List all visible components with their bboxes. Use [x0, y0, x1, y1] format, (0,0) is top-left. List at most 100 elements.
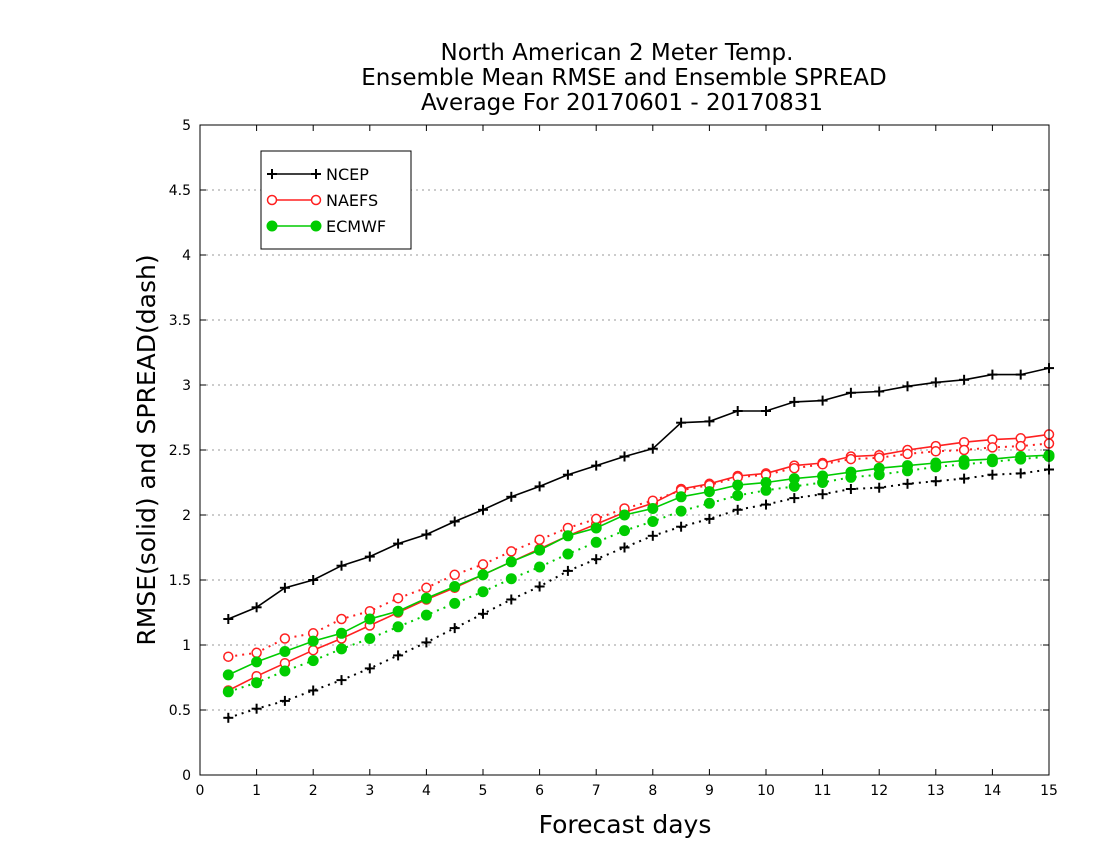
x-axis: 0 1 2 3 4 5 6 7 8 9 10 11 12 13 14 15 — [196, 125, 1058, 799]
naefs-spread-point-0 — [223, 651, 234, 662]
x-tick-label-9: 9 — [705, 783, 714, 799]
ncep-spread-point-2 — [279, 695, 290, 706]
ecmwf-spread-point-22 — [845, 471, 857, 483]
naefs-spread-point-1 — [251, 647, 262, 659]
series-ncep-spread — [223, 464, 1054, 723]
ncep-spread-point-19 — [761, 499, 771, 510]
y-tick-label-1: 0.5 — [169, 703, 191, 719]
ncep-spread-point-18 — [732, 504, 743, 515]
ecmwf-spread-point-11 — [534, 561, 546, 573]
legend-label-ncep: NCEP — [326, 165, 369, 184]
ecmwf-rmse-point-16 — [675, 491, 687, 503]
ecmwf-spread-point-5 — [364, 633, 376, 644]
naefs-spread-point-8 — [449, 569, 460, 581]
ncep-rmse-point-3 — [308, 575, 319, 585]
ecmwf-spread-point-28 — [1015, 453, 1027, 465]
series-ecmwf-spread — [222, 451, 1055, 698]
x-tick-label-10: 10 — [757, 783, 775, 799]
naefs-spread-point-4 — [336, 613, 347, 625]
ecmwf-spread-point-24 — [902, 465, 913, 477]
ecmwf-spread-point-20 — [788, 480, 800, 492]
ncep-spread-point-13 — [591, 554, 602, 565]
ecmwf-rmse-point-17 — [703, 486, 715, 498]
x-tick-label-11: 11 — [814, 783, 832, 799]
ecmwf-rmse-line — [227, 454, 1050, 676]
naefs-spread-point-26 — [958, 444, 970, 456]
ncep-rmse-point-8 — [449, 516, 460, 527]
ecmwf-spread-point-23 — [873, 469, 885, 481]
ncep-spread-point-0 — [223, 712, 234, 723]
ncep-spread-point-26 — [959, 473, 970, 484]
ecmwf-rmse-point-7 — [420, 592, 432, 604]
legend-marker-ncep-start — [267, 169, 277, 179]
naefs-spread-point-21 — [817, 459, 828, 470]
ncep-spread-point-22 — [845, 484, 856, 494]
ncep-spread-point-17 — [704, 513, 715, 524]
ecmwf-rmse-point-4 — [336, 627, 347, 639]
ncep-spread-point-14 — [619, 542, 630, 553]
ecmwf-spread-point-21 — [817, 477, 829, 488]
x-tick-label-6: 6 — [535, 783, 544, 799]
ecmwf-rmse-point-13 — [590, 522, 602, 534]
ecmwf-rmse-point-14 — [619, 509, 630, 521]
ecmwf-spread-point-16 — [675, 505, 687, 517]
ecmwf-spread-point-12 — [562, 548, 574, 560]
naefs-spread-point-27 — [987, 442, 998, 453]
ecmwf-spread-point-1 — [251, 677, 263, 689]
ncep-rmse-point-1 — [251, 602, 262, 613]
legend-item-naefs: NAEFS — [266, 191, 378, 210]
ncep-rmse-point-9 — [478, 504, 488, 515]
ecmwf-spread-point-13 — [590, 536, 602, 548]
ncep-rmse-point-15 — [647, 443, 658, 454]
naefs-spread-point-11 — [534, 534, 545, 545]
y-tick-label-7: 3.5 — [169, 313, 191, 329]
ecmwf-spread-point-26 — [958, 458, 970, 470]
legend-marker-ncep-end — [311, 169, 321, 179]
x-tick-label-2: 2 — [309, 783, 318, 799]
naefs-spread-point-22 — [845, 453, 857, 465]
x-tick-label-1: 1 — [252, 783, 261, 799]
ncep-spread-point-11 — [534, 581, 545, 592]
ecmwf-spread-point-9 — [477, 586, 489, 598]
ncep-rmse-point-0 — [223, 614, 234, 624]
ecmwf-rmse-point-0 — [222, 669, 234, 681]
ncep-spread-point-25 — [930, 476, 941, 487]
ncep-spread-point-10 — [506, 594, 517, 605]
x-tick-label-7: 7 — [592, 783, 601, 799]
x-tick-label-4: 4 — [422, 783, 431, 799]
ecmwf-spread-point-17 — [703, 497, 715, 509]
y-axis-label: RMSE(solid) and SPREAD(dash) — [132, 254, 161, 645]
x-tick-label-8: 8 — [648, 783, 657, 799]
y-tick-label-5: 2.5 — [169, 443, 191, 459]
naefs-rmse-point-3 — [307, 644, 319, 656]
ecmwf-rmse-point-6 — [392, 605, 404, 617]
ecmwf-spread-point-18 — [732, 490, 744, 501]
y-tick-label-2: 1 — [182, 638, 191, 654]
naefs-spread-point-23 — [873, 452, 885, 464]
ecmwf-rmse-point-2 — [279, 646, 291, 657]
legend-label-naefs: NAEFS — [326, 191, 378, 210]
ecmwf-rmse-point-9 — [477, 569, 489, 581]
series-naefs-rmse — [223, 429, 1055, 696]
ecmwf-spread-point-27 — [986, 456, 998, 468]
ncep-rmse-line — [227, 367, 1050, 620]
ecmwf-spread-point-25 — [930, 461, 942, 473]
legend: NCEP NAEFS ECMWF — [260, 150, 412, 250]
ncep-rmse-point-22 — [845, 387, 856, 398]
ecmwf-rmse-point-12 — [562, 530, 574, 542]
ncep-rmse-point-17 — [704, 416, 715, 427]
ecmwf-spread-point-14 — [619, 525, 630, 537]
ecmwf-spread-line — [227, 455, 1050, 693]
ncep-spread-point-16 — [676, 521, 687, 532]
y-tick-label-9: 4.5 — [169, 183, 191, 199]
ncep-rmse-point-24 — [902, 381, 913, 392]
ncep-rmse-point-11 — [534, 481, 545, 492]
ncep-rmse-point-28 — [1015, 369, 1026, 380]
ecmwf-spread-point-6 — [392, 621, 404, 633]
ncep-spread-point-15 — [647, 530, 658, 541]
ecmwf-spread-point-7 — [420, 609, 432, 621]
ecmwf-spread-point-4 — [336, 643, 347, 655]
naefs-spread-point-7 — [421, 582, 432, 594]
legend-marker-ecmwf-end — [310, 220, 322, 232]
